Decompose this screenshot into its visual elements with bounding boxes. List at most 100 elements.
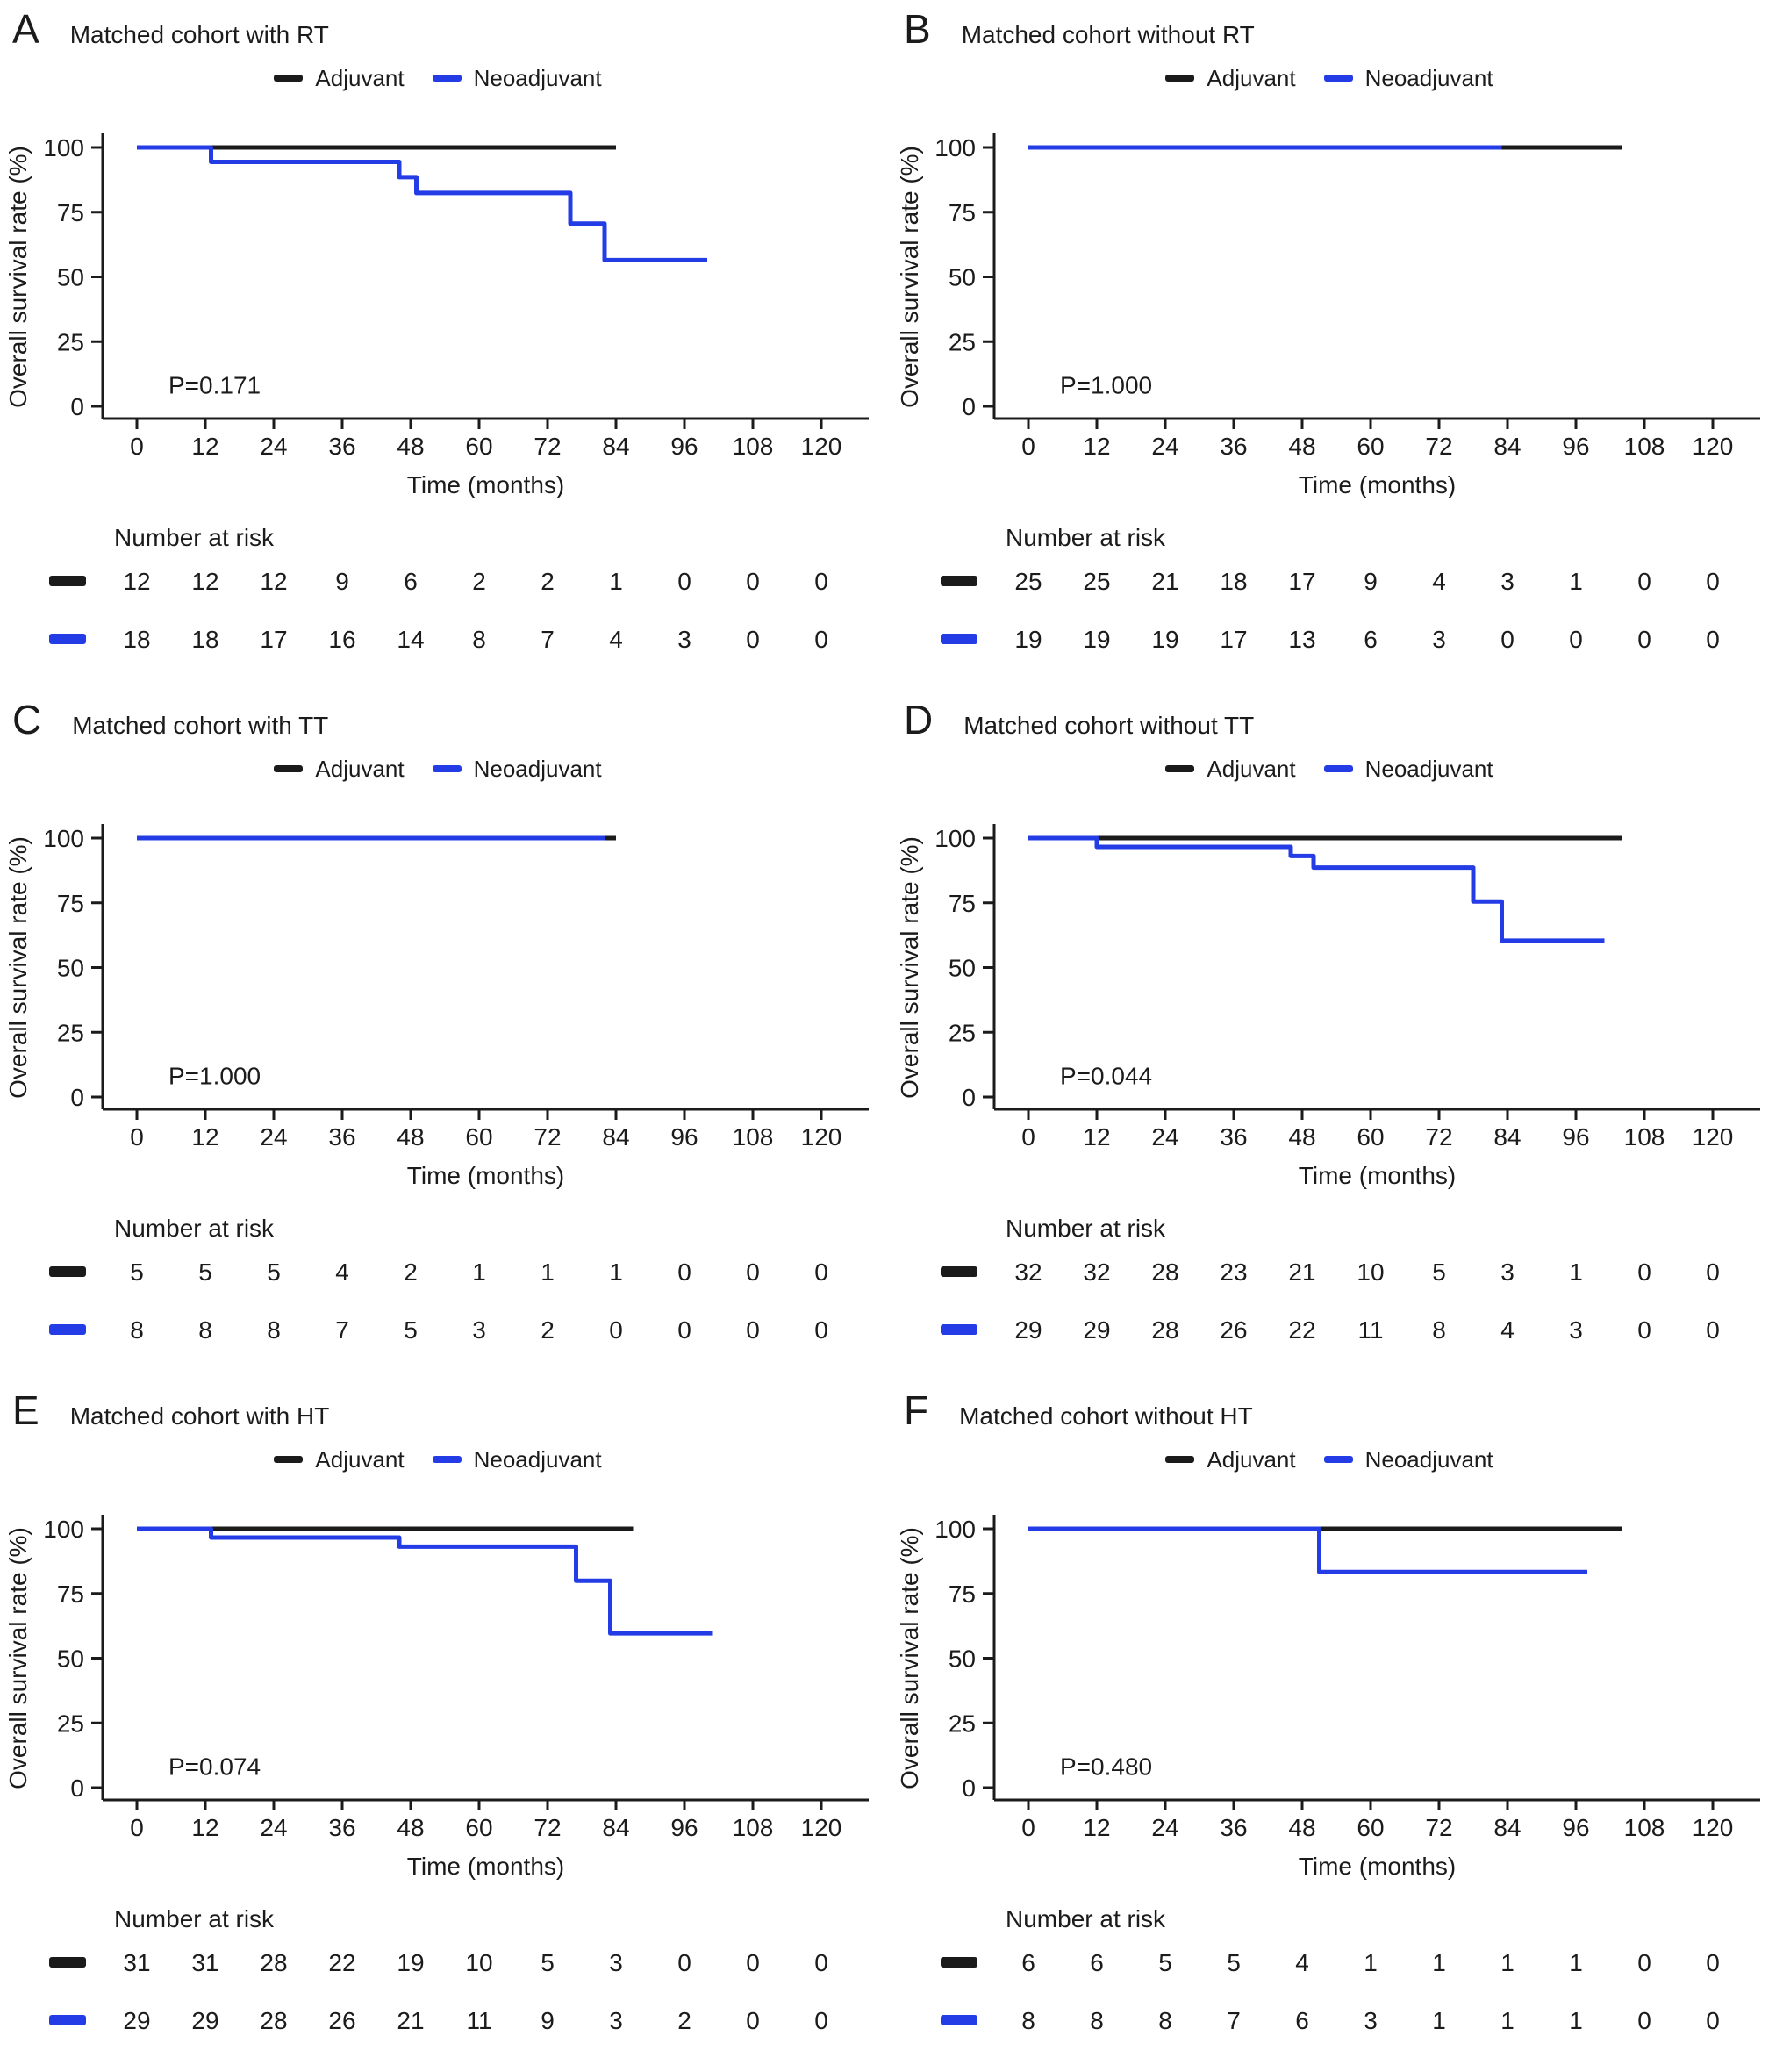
neoadjuvant-legend-dash-icon: [432, 75, 462, 82]
y-tick-label: 25: [949, 1710, 976, 1737]
y-tick-label: 100: [934, 1516, 976, 1543]
x-axis-title: Time (months): [407, 1853, 564, 1880]
adjuvant-legend-label: Adjuvant: [1207, 64, 1296, 91]
x-tick-label: 84: [1493, 433, 1521, 460]
adjuvant-risk-count: 1: [1569, 1949, 1583, 1976]
neoadjuvant-risk-count: 3: [1569, 1316, 1583, 1344]
adjuvant-risk-count: 9: [335, 568, 349, 595]
x-tick-label: 108: [733, 1814, 774, 1841]
adjuvant-risk-count: 3: [1500, 568, 1514, 595]
adjuvant-risk-count: 19: [397, 1949, 424, 1976]
neoadjuvant-legend-label: Neoadjuvant: [473, 1445, 602, 1473]
panel-title: Matched cohort without HT: [959, 1402, 1253, 1430]
panel-letter: F: [904, 1387, 930, 1433]
adjuvant-risk-count: 31: [191, 1949, 218, 1976]
adjuvant-risk-count: 22: [328, 1949, 355, 1976]
x-tick-label: 72: [533, 1814, 561, 1841]
x-tick-label: 48: [1288, 433, 1315, 460]
adjuvant-risk-count: 0: [677, 1258, 691, 1286]
p-value-label: P=1.000: [1060, 371, 1152, 398]
x-tick-label: 60: [1357, 433, 1384, 460]
adjuvant-risk-count: 31: [123, 1949, 150, 1976]
legend: Adjuvant Neoadjuvant: [0, 1445, 892, 1474]
y-tick-label: 100: [43, 825, 84, 852]
y-tick-label: 0: [962, 1774, 976, 1802]
adjuvant-risk-count: 0: [1637, 1258, 1651, 1286]
y-tick-label: 75: [949, 199, 976, 226]
adjuvant-risk-count: 5: [267, 1258, 281, 1286]
neoadjuvant-risk-count: 0: [1637, 1316, 1651, 1344]
legend: Adjuvant Neoadjuvant: [0, 754, 892, 784]
adjuvant-risk-count: 0: [1706, 1258, 1720, 1286]
neoadjuvant-risk-count: 0: [814, 1316, 828, 1344]
neoadjuvant-risk-marker: [941, 1324, 977, 1335]
adjuvant-risk-count: 1: [1569, 568, 1583, 595]
neoadjuvant-risk-count: 0: [1637, 2007, 1651, 2034]
x-tick-label: 36: [328, 433, 355, 460]
neoadjuvant-risk-marker: [49, 2015, 86, 2025]
neoadjuvant-risk-count: 29: [123, 2007, 150, 2034]
adjuvant-risk-marker: [49, 576, 86, 586]
neoadjuvant-risk-count: 4: [1500, 1316, 1514, 1344]
x-tick-label: 96: [670, 1123, 698, 1151]
x-tick-label: 120: [1693, 1123, 1734, 1151]
neoadjuvant-risk-count: 8: [267, 1316, 281, 1344]
x-axis-title: Time (months): [407, 471, 564, 498]
neoadjuvant-risk-count: 18: [123, 626, 150, 653]
panel-header: F Matched cohort without HT: [904, 1390, 1253, 1430]
panel-header: C Matched cohort with TT: [12, 699, 328, 740]
adjuvant-legend-dash-icon: [274, 1456, 304, 1463]
adjuvant-risk-count: 1: [472, 1258, 486, 1286]
neoadjuvant-risk-count: 7: [335, 1316, 349, 1344]
adjuvant-risk-count: 5: [130, 1258, 144, 1286]
adjuvant-risk-count: 0: [1706, 1949, 1720, 1976]
neoadjuvant-risk-marker: [941, 634, 977, 644]
y-tick-label: 50: [57, 955, 84, 982]
x-tick-label: 48: [397, 433, 424, 460]
x-tick-label: 24: [260, 1123, 287, 1151]
x-tick-label: 108: [733, 433, 774, 460]
adjuvant-risk-count: 5: [1227, 1949, 1241, 1976]
neoadjuvant-risk-count: 3: [1432, 626, 1446, 653]
neoadjuvant-risk-count: 1: [1432, 2007, 1446, 2034]
neoadjuvant-legend-dash-icon: [1323, 75, 1353, 82]
adjuvant-risk-count: 21: [1288, 1258, 1315, 1286]
number-at-risk-header: Number at risk: [1006, 524, 1166, 551]
neoadjuvant-risk-count: 5: [404, 1316, 418, 1344]
x-tick-label: 12: [1083, 1123, 1110, 1151]
adjuvant-risk-marker: [941, 1957, 977, 1968]
neoadjuvant-risk-count: 0: [814, 2007, 828, 2034]
x-tick-label: 60: [465, 433, 492, 460]
neoadjuvant-risk-count: 8: [1021, 2007, 1035, 2034]
x-tick-label: 72: [533, 433, 561, 460]
adjuvant-risk-count: 4: [1432, 568, 1446, 595]
adjuvant-risk-count: 5: [541, 1949, 555, 1976]
adjuvant-risk-count: 0: [746, 568, 760, 595]
adjuvant-risk-count: 0: [814, 568, 828, 595]
adjuvant-legend-label: Adjuvant: [1207, 1445, 1296, 1473]
y-axis-title: Overall survival rate (%): [4, 146, 32, 408]
x-tick-label: 96: [670, 1814, 698, 1841]
neoadjuvant-risk-count: 26: [1220, 1316, 1247, 1344]
x-tick-label: 60: [465, 1814, 492, 1841]
x-tick-label: 108: [1624, 433, 1665, 460]
neoadjuvant-risk-count: 3: [472, 1316, 486, 1344]
x-tick-label: 84: [1493, 1123, 1521, 1151]
adjuvant-risk-marker: [941, 576, 977, 586]
y-axis-title: Overall survival rate (%): [4, 836, 32, 1099]
x-tick-label: 96: [1562, 1123, 1589, 1151]
adjuvant-risk-count: 2: [541, 568, 555, 595]
neoadjuvant-risk-marker: [941, 2015, 977, 2025]
p-value-label: P=0.074: [168, 1753, 261, 1780]
adjuvant-risk-count: 0: [677, 568, 691, 595]
adjuvant-risk-count: 3: [609, 1949, 623, 1976]
adjuvant-risk-count: 0: [746, 1258, 760, 1286]
x-tick-label: 12: [191, 1123, 218, 1151]
panel-title: Matched cohort without TT: [963, 712, 1255, 739]
x-tick-label: 0: [1021, 1123, 1035, 1151]
adjuvant-legend-label: Adjuvant: [315, 64, 405, 91]
y-tick-label: 50: [57, 1645, 84, 1673]
panel-letter: A: [12, 6, 40, 52]
y-tick-label: 100: [934, 134, 976, 161]
